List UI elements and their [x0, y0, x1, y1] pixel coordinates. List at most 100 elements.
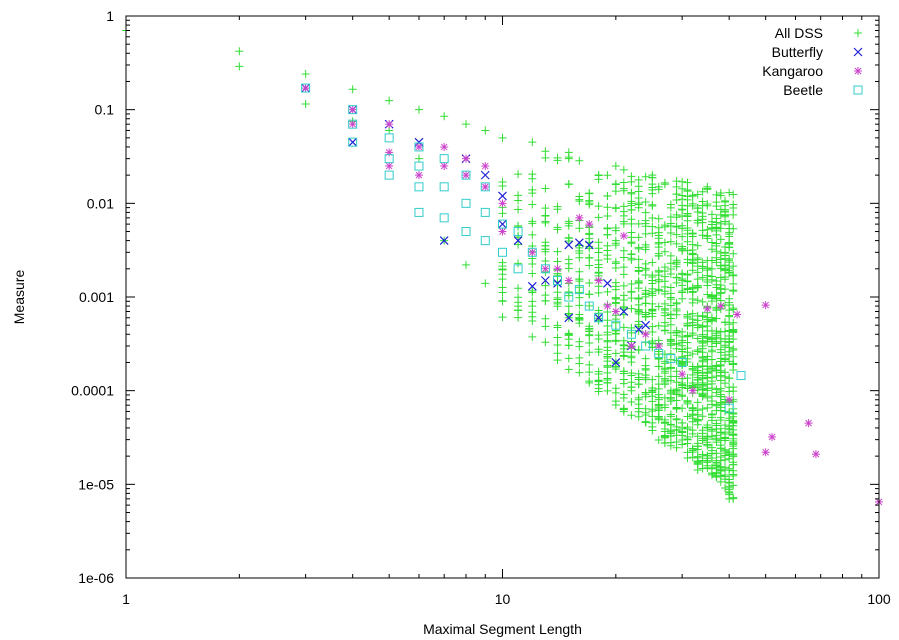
all-dss-point [712, 366, 721, 375]
all-dss-point [541, 281, 550, 290]
all-dss-point [654, 251, 663, 260]
all-dss-point [688, 298, 697, 307]
all-dss-point [725, 448, 734, 457]
all-dss-point [721, 318, 730, 327]
all-dss-point [672, 339, 681, 348]
kangaroo-point [564, 276, 573, 285]
kangaroo-point [440, 162, 449, 171]
all-dss-point [666, 410, 675, 419]
all-dss-point [660, 180, 669, 189]
kangaroo-point [348, 105, 357, 114]
beetle-point [574, 285, 584, 295]
all-dss-point [707, 238, 716, 247]
all-dss-point [693, 283, 702, 292]
all-dss-point [729, 190, 738, 199]
all-dss-point [575, 275, 584, 284]
all-dss-point [541, 217, 550, 226]
all-dss-point [707, 210, 716, 219]
all-dss-point [666, 438, 675, 447]
all-dss-point [541, 245, 550, 254]
all-dss-point [729, 460, 738, 469]
all-dss-point [414, 105, 423, 114]
all-dss-point [619, 407, 628, 416]
all-dss-point [654, 243, 663, 252]
all-dss-point [672, 190, 681, 199]
kangaroo-point [619, 231, 628, 240]
all-dss-point [716, 264, 725, 273]
all-dss-point [707, 347, 716, 356]
all-dss-point [721, 327, 730, 336]
all-dss-point [654, 384, 663, 393]
all-dss-point [603, 171, 612, 180]
all-dss-point [703, 420, 712, 429]
legend-label-kangaroo: Kangaroo [762, 63, 823, 79]
kangaroo-point [385, 120, 394, 129]
all-dss-point [575, 246, 584, 255]
all-dss-point [585, 253, 594, 262]
all-dss-point [528, 312, 537, 321]
all-dss-point [654, 302, 663, 311]
all-dss-point [683, 412, 692, 421]
all-dss-point [688, 266, 697, 275]
all-dss-point [712, 241, 721, 250]
beetle-point [461, 170, 471, 180]
all-dss-point [648, 397, 657, 406]
all-dss-point [528, 200, 537, 209]
y-tick-label: 1 [106, 8, 114, 24]
all-dss-point [729, 493, 738, 502]
all-dss-point [575, 301, 584, 310]
all-dss-point [603, 191, 612, 200]
all-dss-point [585, 377, 594, 386]
beetle-point [439, 154, 449, 164]
all-dss-point [594, 256, 603, 265]
all-dss-point [683, 237, 692, 246]
all-dss-point [729, 366, 738, 375]
all-dss-point [707, 316, 716, 325]
kangaroo-point [498, 227, 507, 236]
all-dss-point [683, 397, 692, 406]
all-dss-point [698, 209, 707, 218]
all-dss-point [301, 70, 310, 79]
all-dss-point [666, 420, 675, 429]
all-dss-point [611, 204, 620, 213]
butterfly-point [439, 236, 449, 246]
all-dss-point [235, 47, 244, 56]
all-dss-point [634, 194, 643, 203]
all-dss-point [603, 241, 612, 250]
all-dss-point [678, 177, 687, 186]
beetle-point [348, 137, 358, 147]
all-dss-point [707, 264, 716, 273]
all-dss-point [683, 374, 692, 383]
all-dss-point [660, 419, 669, 428]
all-dss-point [514, 191, 523, 200]
beetle-point [498, 247, 507, 257]
all-dss-point [611, 162, 620, 171]
all-dss-point [729, 203, 738, 212]
all-dss-point [693, 334, 702, 343]
all-dss-point [725, 240, 734, 249]
all-dss-point [683, 246, 692, 255]
all-dss-point [688, 426, 697, 435]
all-dss-point [585, 278, 594, 287]
all-dss-point [716, 428, 725, 437]
all-dss-point [634, 219, 643, 228]
beetle-point [480, 182, 490, 192]
all-dss-point [660, 431, 669, 440]
all-dss-point [729, 335, 738, 344]
all-dss-point [654, 231, 663, 240]
all-dss-point [564, 330, 573, 339]
all-dss-point [619, 367, 628, 376]
all-dss-point [594, 263, 603, 272]
all-dss-point [514, 313, 523, 322]
all-dss-point [688, 199, 697, 208]
all-dss-point [678, 201, 687, 210]
all-dss-point [666, 395, 675, 404]
all-dss-point [712, 461, 721, 470]
all-dss-point [648, 386, 657, 395]
butterfly-point [498, 219, 507, 229]
all-dss-point [541, 296, 550, 305]
all-dss-point [553, 349, 562, 358]
all-dss-point [660, 263, 669, 272]
all-dss-point [575, 224, 584, 233]
all-dss-point [498, 133, 507, 142]
